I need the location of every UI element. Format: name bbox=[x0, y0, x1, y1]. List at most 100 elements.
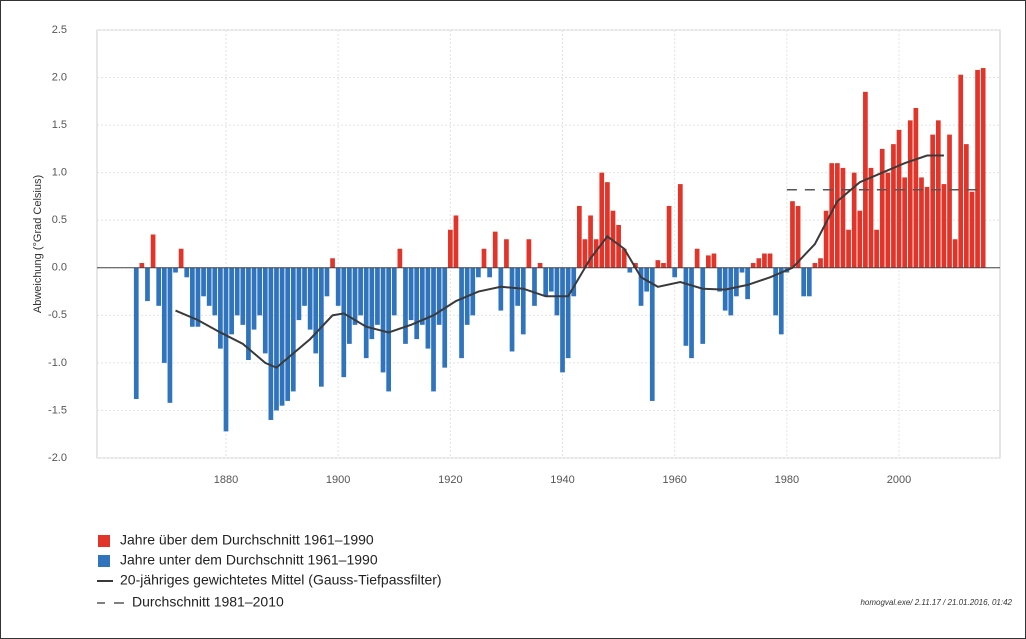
bar bbox=[661, 263, 666, 268]
bar bbox=[919, 177, 924, 268]
bar bbox=[419, 267, 425, 325]
y-tick-label: 2.5 bbox=[52, 24, 67, 36]
bar bbox=[599, 172, 605, 268]
bar bbox=[756, 258, 762, 268]
legend-swatch bbox=[98, 555, 110, 567]
bar bbox=[436, 267, 442, 325]
bar bbox=[453, 215, 459, 268]
bar bbox=[470, 267, 476, 316]
legend-label: Jahre über dem Durchschnitt 1961–1990 bbox=[120, 532, 374, 548]
bar bbox=[958, 74, 964, 268]
bar bbox=[851, 172, 857, 268]
bar bbox=[711, 253, 717, 268]
bar bbox=[358, 267, 363, 316]
bar bbox=[582, 239, 588, 268]
bar bbox=[565, 267, 571, 359]
y-tick-label: 1.0 bbox=[52, 167, 67, 179]
bar bbox=[363, 267, 369, 359]
bar bbox=[290, 267, 296, 392]
bar bbox=[487, 267, 492, 278]
bar bbox=[935, 120, 941, 268]
bar bbox=[812, 263, 818, 268]
bar bbox=[750, 263, 756, 268]
bar bbox=[341, 267, 347, 378]
bar bbox=[234, 267, 240, 316]
bar bbox=[173, 267, 178, 273]
x-tick-label: 1900 bbox=[326, 474, 350, 486]
bar bbox=[683, 267, 689, 346]
bar bbox=[369, 267, 375, 340]
bar bbox=[206, 267, 212, 306]
bar bbox=[218, 267, 223, 349]
bar bbox=[212, 267, 218, 316]
bar bbox=[403, 267, 408, 344]
bar bbox=[184, 267, 190, 278]
bar bbox=[649, 267, 655, 401]
bar bbox=[223, 267, 229, 432]
bar bbox=[251, 267, 257, 330]
bar bbox=[391, 267, 397, 316]
bar bbox=[408, 267, 414, 321]
bar bbox=[504, 239, 509, 268]
bar bbox=[605, 182, 610, 268]
bar bbox=[728, 267, 734, 316]
bar bbox=[739, 267, 745, 273]
legend-label: Durchschnitt 1981–2010 bbox=[132, 594, 284, 610]
bar bbox=[801, 267, 807, 297]
bar bbox=[705, 255, 711, 268]
bar bbox=[442, 267, 448, 368]
bar bbox=[526, 239, 532, 268]
bar bbox=[891, 144, 896, 268]
bar bbox=[554, 267, 560, 316]
bar bbox=[397, 248, 403, 268]
bar bbox=[907, 120, 913, 268]
bar bbox=[548, 267, 554, 292]
y-axis-label: Abweichung (°Grad Celsius) bbox=[32, 175, 44, 313]
bar bbox=[161, 267, 167, 363]
bar bbox=[133, 267, 139, 400]
bar bbox=[195, 267, 201, 327]
bar bbox=[829, 163, 835, 268]
bar bbox=[492, 231, 498, 268]
bar bbox=[481, 248, 487, 268]
bar bbox=[818, 258, 823, 268]
bar bbox=[980, 68, 986, 268]
legend-swatch bbox=[98, 535, 110, 547]
bar bbox=[638, 267, 644, 306]
bar bbox=[930, 134, 936, 268]
bar bbox=[834, 163, 840, 268]
bar bbox=[874, 229, 879, 268]
bar bbox=[633, 263, 638, 268]
bar bbox=[947, 134, 952, 268]
bar bbox=[246, 267, 251, 361]
bar bbox=[520, 267, 526, 335]
bar bbox=[515, 267, 521, 306]
bar bbox=[201, 267, 206, 297]
bar bbox=[952, 239, 958, 268]
bar bbox=[689, 267, 694, 359]
bar bbox=[778, 267, 784, 335]
bar bbox=[509, 267, 515, 352]
x-tick-label: 1880 bbox=[214, 474, 238, 486]
bar bbox=[543, 267, 549, 297]
bar bbox=[150, 234, 156, 268]
bar bbox=[913, 107, 919, 268]
x-tick-label: 1920 bbox=[438, 474, 462, 486]
bar bbox=[868, 167, 874, 268]
bar bbox=[335, 267, 341, 306]
bar bbox=[431, 267, 436, 392]
bar bbox=[167, 267, 173, 403]
bar bbox=[347, 267, 352, 344]
bar bbox=[700, 267, 706, 344]
bar bbox=[352, 267, 358, 325]
bar bbox=[324, 267, 330, 297]
bar bbox=[902, 177, 908, 268]
bar bbox=[806, 267, 812, 297]
x-tick-label: 1980 bbox=[775, 474, 799, 486]
bar bbox=[285, 267, 291, 401]
bar bbox=[386, 267, 392, 392]
bar bbox=[593, 239, 599, 268]
bar bbox=[229, 267, 234, 335]
bar bbox=[677, 184, 683, 268]
bar bbox=[840, 167, 846, 268]
